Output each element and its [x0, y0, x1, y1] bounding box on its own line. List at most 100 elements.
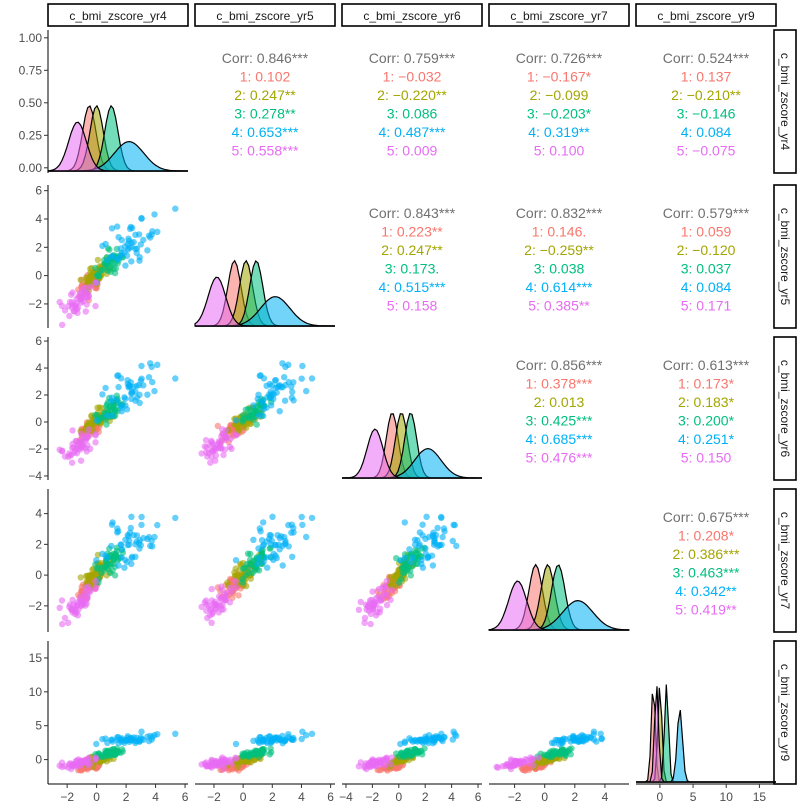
scatter-point: [227, 435, 234, 442]
scatter-point: [298, 735, 305, 743]
scatter-point: [289, 553, 296, 560]
scatter-point: [214, 422, 221, 430]
scatter-point: [215, 609, 223, 616]
scatter-point: [256, 525, 263, 532]
x-tick-label: 4: [602, 790, 609, 802]
scatter-point: [115, 234, 122, 241]
scatter-point: [282, 363, 289, 371]
scatter-point: [289, 388, 296, 396]
scatter-point: [254, 395, 261, 403]
scatter-point: [130, 383, 137, 391]
scatter-point: [411, 536, 419, 543]
scatter-point: [140, 534, 147, 542]
scatter-point: [239, 565, 247, 572]
scatter-point: [203, 449, 210, 456]
column-strip-label: c_bmi_zscore_yr7: [510, 9, 608, 23]
group-correlation: 1: −0.032: [383, 69, 442, 85]
x-tick-label: 2: [422, 790, 429, 802]
scatter-point: [149, 228, 156, 235]
group-correlation: 5: 0.171: [681, 298, 732, 314]
x-tick-label: 4: [448, 790, 455, 802]
column-strip: [488, 3, 630, 27]
group-correlation: 1: 0.146.: [532, 224, 587, 240]
scatter-point: [118, 404, 125, 411]
scatter-point: [92, 264, 99, 272]
scatter-point: [549, 748, 557, 756]
scatter-point: [263, 382, 270, 389]
group-correlation: 2: −0.259**: [524, 242, 594, 258]
scatter-point: [226, 443, 234, 450]
scatter-point: [440, 525, 448, 532]
x-tick-label: −4: [339, 790, 353, 802]
y-tick-label: −2: [28, 599, 42, 613]
group-correlation: 3: 0.038: [534, 261, 585, 277]
scatter-point: [355, 606, 363, 613]
overall-correlation: Corr: 0.843***: [369, 205, 456, 221]
scatter-point: [76, 596, 84, 604]
scatter-point: [281, 374, 288, 381]
scatter-panel: [355, 513, 460, 628]
scatter-panel: [355, 728, 460, 774]
scatter-point: [108, 542, 115, 550]
x-tick-label: 4: [152, 790, 159, 802]
scatter-point: [102, 735, 109, 742]
scatter-point: [590, 731, 597, 738]
scatter-point: [108, 394, 116, 401]
scatter-point: [253, 421, 260, 428]
scatter-point: [255, 554, 263, 562]
group-correlation: 1: 0.208*: [678, 528, 735, 544]
y-tick-label: 0.00: [19, 161, 43, 175]
scatter-point: [266, 751, 273, 758]
scatter-point: [154, 361, 161, 368]
scatter-point: [388, 586, 395, 593]
scatter-point: [106, 403, 114, 410]
scatter-point: [272, 552, 279, 559]
group-correlation: 5: 0.558***: [232, 143, 299, 159]
group-correlation: 3: −0.203*: [527, 106, 592, 122]
scatter-point: [567, 751, 574, 758]
scatter-point: [266, 531, 273, 539]
density-curve: [342, 428, 482, 479]
group-correlation: 3: 0.463***: [673, 565, 740, 581]
scatter-point: [383, 577, 390, 585]
group-correlation: 1: 0.173*: [678, 376, 735, 392]
scatter-point: [93, 740, 100, 748]
scatter-point: [59, 321, 66, 329]
scatter-point: [260, 738, 267, 745]
scatter-point: [256, 372, 263, 379]
scatter-point: [115, 562, 122, 569]
scatter-point: [268, 537, 275, 544]
scatter-point: [419, 751, 426, 758]
group-correlation: 3: 0.086: [387, 106, 438, 122]
scatter-point: [56, 298, 63, 306]
density-panel: [47, 104, 188, 172]
scatter-point: [127, 524, 134, 532]
scatter-point: [109, 519, 116, 526]
scatter-point: [130, 734, 137, 741]
y-tick-label: 0: [35, 415, 42, 429]
scatter-point: [68, 763, 76, 770]
scatter-point: [438, 513, 445, 521]
group-correlation: 4: 0.685***: [526, 431, 593, 447]
group-correlation: 4: 0.614***: [526, 279, 593, 295]
scatter-point: [58, 597, 66, 604]
row-strip: [773, 184, 797, 329]
overall-correlation: Corr: 0.759***: [369, 50, 456, 66]
x-tick-label: −2: [60, 790, 74, 802]
scatter-point: [208, 757, 215, 765]
scatter-point: [299, 362, 306, 370]
column-strip-label: c_bmi_zscore_yr5: [216, 9, 314, 23]
scatter-point: [274, 734, 281, 741]
scatter-point: [232, 584, 240, 591]
scatter-point: [93, 417, 100, 424]
scatter-point: [56, 446, 63, 453]
scatter-point: [148, 537, 155, 545]
column-strip: [341, 3, 483, 27]
scatter-point: [77, 276, 84, 283]
x-tick-label: 2: [123, 790, 130, 802]
group-correlation: 2: 0.386***: [673, 546, 740, 562]
x-tick-label: 2: [571, 790, 578, 802]
scatter-point: [451, 521, 458, 529]
scatter-point: [383, 601, 391, 609]
scatter-point: [232, 577, 239, 585]
